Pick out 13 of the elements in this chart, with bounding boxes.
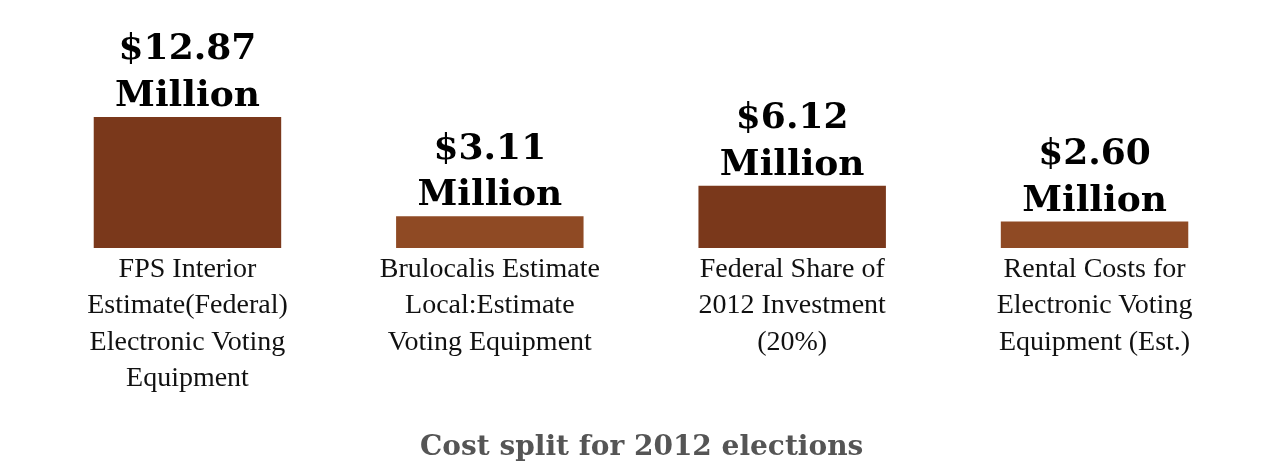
x-tick-label: Brulocalis Estimate Local:Estimate Voting Equipment — [379, 252, 600, 356]
bar — [698, 185, 886, 248]
bar — [1000, 221, 1189, 248]
data-label: $2.60 Million — [1022, 129, 1167, 219]
data-label: $3.11 Million — [417, 124, 563, 214]
data-label: $6.12 Million — [719, 93, 865, 183]
bar — [396, 216, 584, 248]
text: Cost split for 2012 elections — [420, 429, 864, 462]
data-label: $12.87 Million — [115, 25, 260, 114]
x-tick-label: Rental Costs for Electronic Voting Equipment (Est.) — [996, 252, 1193, 356]
x-tick-label: FPS Interior Estimate(Federal) Electronic Voting Equipment — [87, 252, 288, 393]
x-tick-label: Federal Share of 2012 Investment (20%) — [698, 252, 887, 356]
bar — [93, 117, 282, 248]
